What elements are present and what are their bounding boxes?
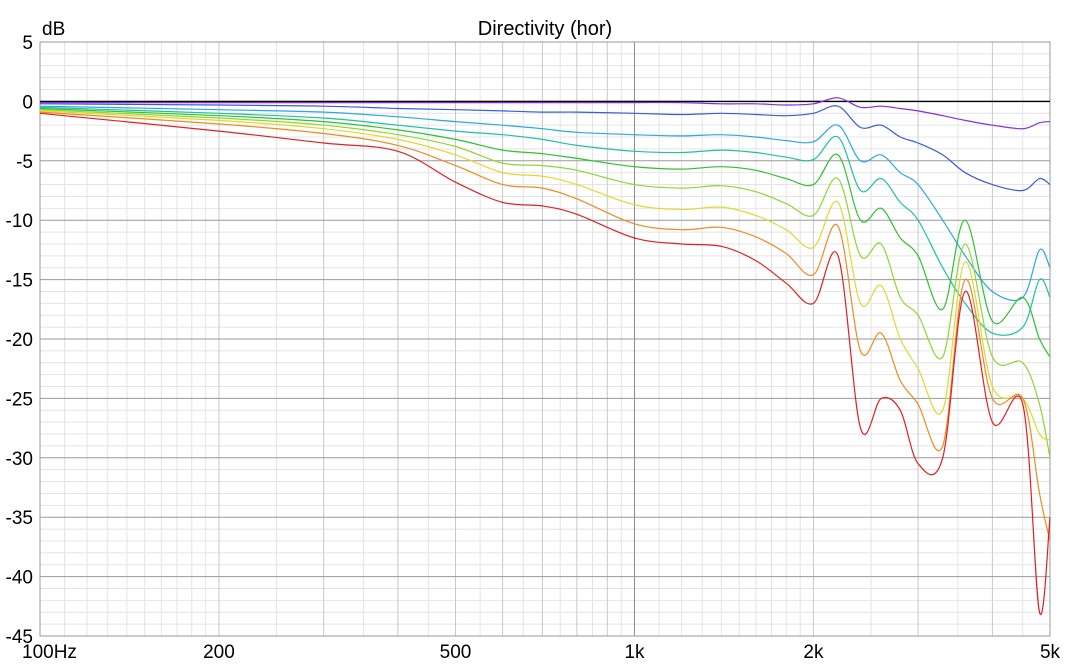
- series-line-2: [39, 103, 1051, 192]
- x-tick-label: 5k: [1040, 642, 1061, 663]
- minor-grid: [40, 42, 1050, 636]
- series-line-1: [40, 97, 1051, 130]
- x-tick-label: 100Hz: [22, 642, 77, 663]
- series-line-5: [39, 107, 1051, 358]
- series-line-4: [39, 106, 1051, 336]
- major-grid: [40, 42, 1050, 636]
- y-tick-label: 0: [22, 92, 33, 113]
- x-axis-ticks: 100Hz 200 500 1k 2k 5k: [22, 642, 1061, 663]
- y-axis-ticks: 5 0 -5 -10 -15 -20 -25 -30 -35 -40 -45: [6, 33, 33, 648]
- y-tick-label: -40: [6, 568, 33, 589]
- y-tick-label: -30: [6, 449, 33, 470]
- series-line-7: [39, 110, 1051, 441]
- y-tick-label: -5: [16, 152, 33, 173]
- series-line-8: [39, 111, 1051, 542]
- y-tick-label: -35: [6, 508, 33, 529]
- x-tick-label: 500: [440, 642, 472, 663]
- y-tick-label: -25: [6, 389, 33, 410]
- y-tick-label: -15: [6, 271, 33, 292]
- series-line-3: [39, 105, 1051, 301]
- x-tick-label: 200: [203, 642, 235, 663]
- y-tick-label: -45: [6, 627, 33, 648]
- plot-frame: [39, 41, 1051, 637]
- series-layer: [39, 97, 1051, 616]
- y-tick-label: 5: [22, 33, 33, 54]
- series-line-9: [39, 112, 1051, 616]
- y-tick-label: -10: [6, 211, 33, 232]
- series-line-6: [39, 109, 1051, 458]
- x-tick-label: 2k: [803, 642, 824, 663]
- chart-title: Directivity (hor): [478, 18, 612, 40]
- y-axis-unit-label: dB: [42, 19, 65, 40]
- y-tick-label: -20: [6, 330, 33, 351]
- x-tick-label: 1k: [624, 642, 645, 663]
